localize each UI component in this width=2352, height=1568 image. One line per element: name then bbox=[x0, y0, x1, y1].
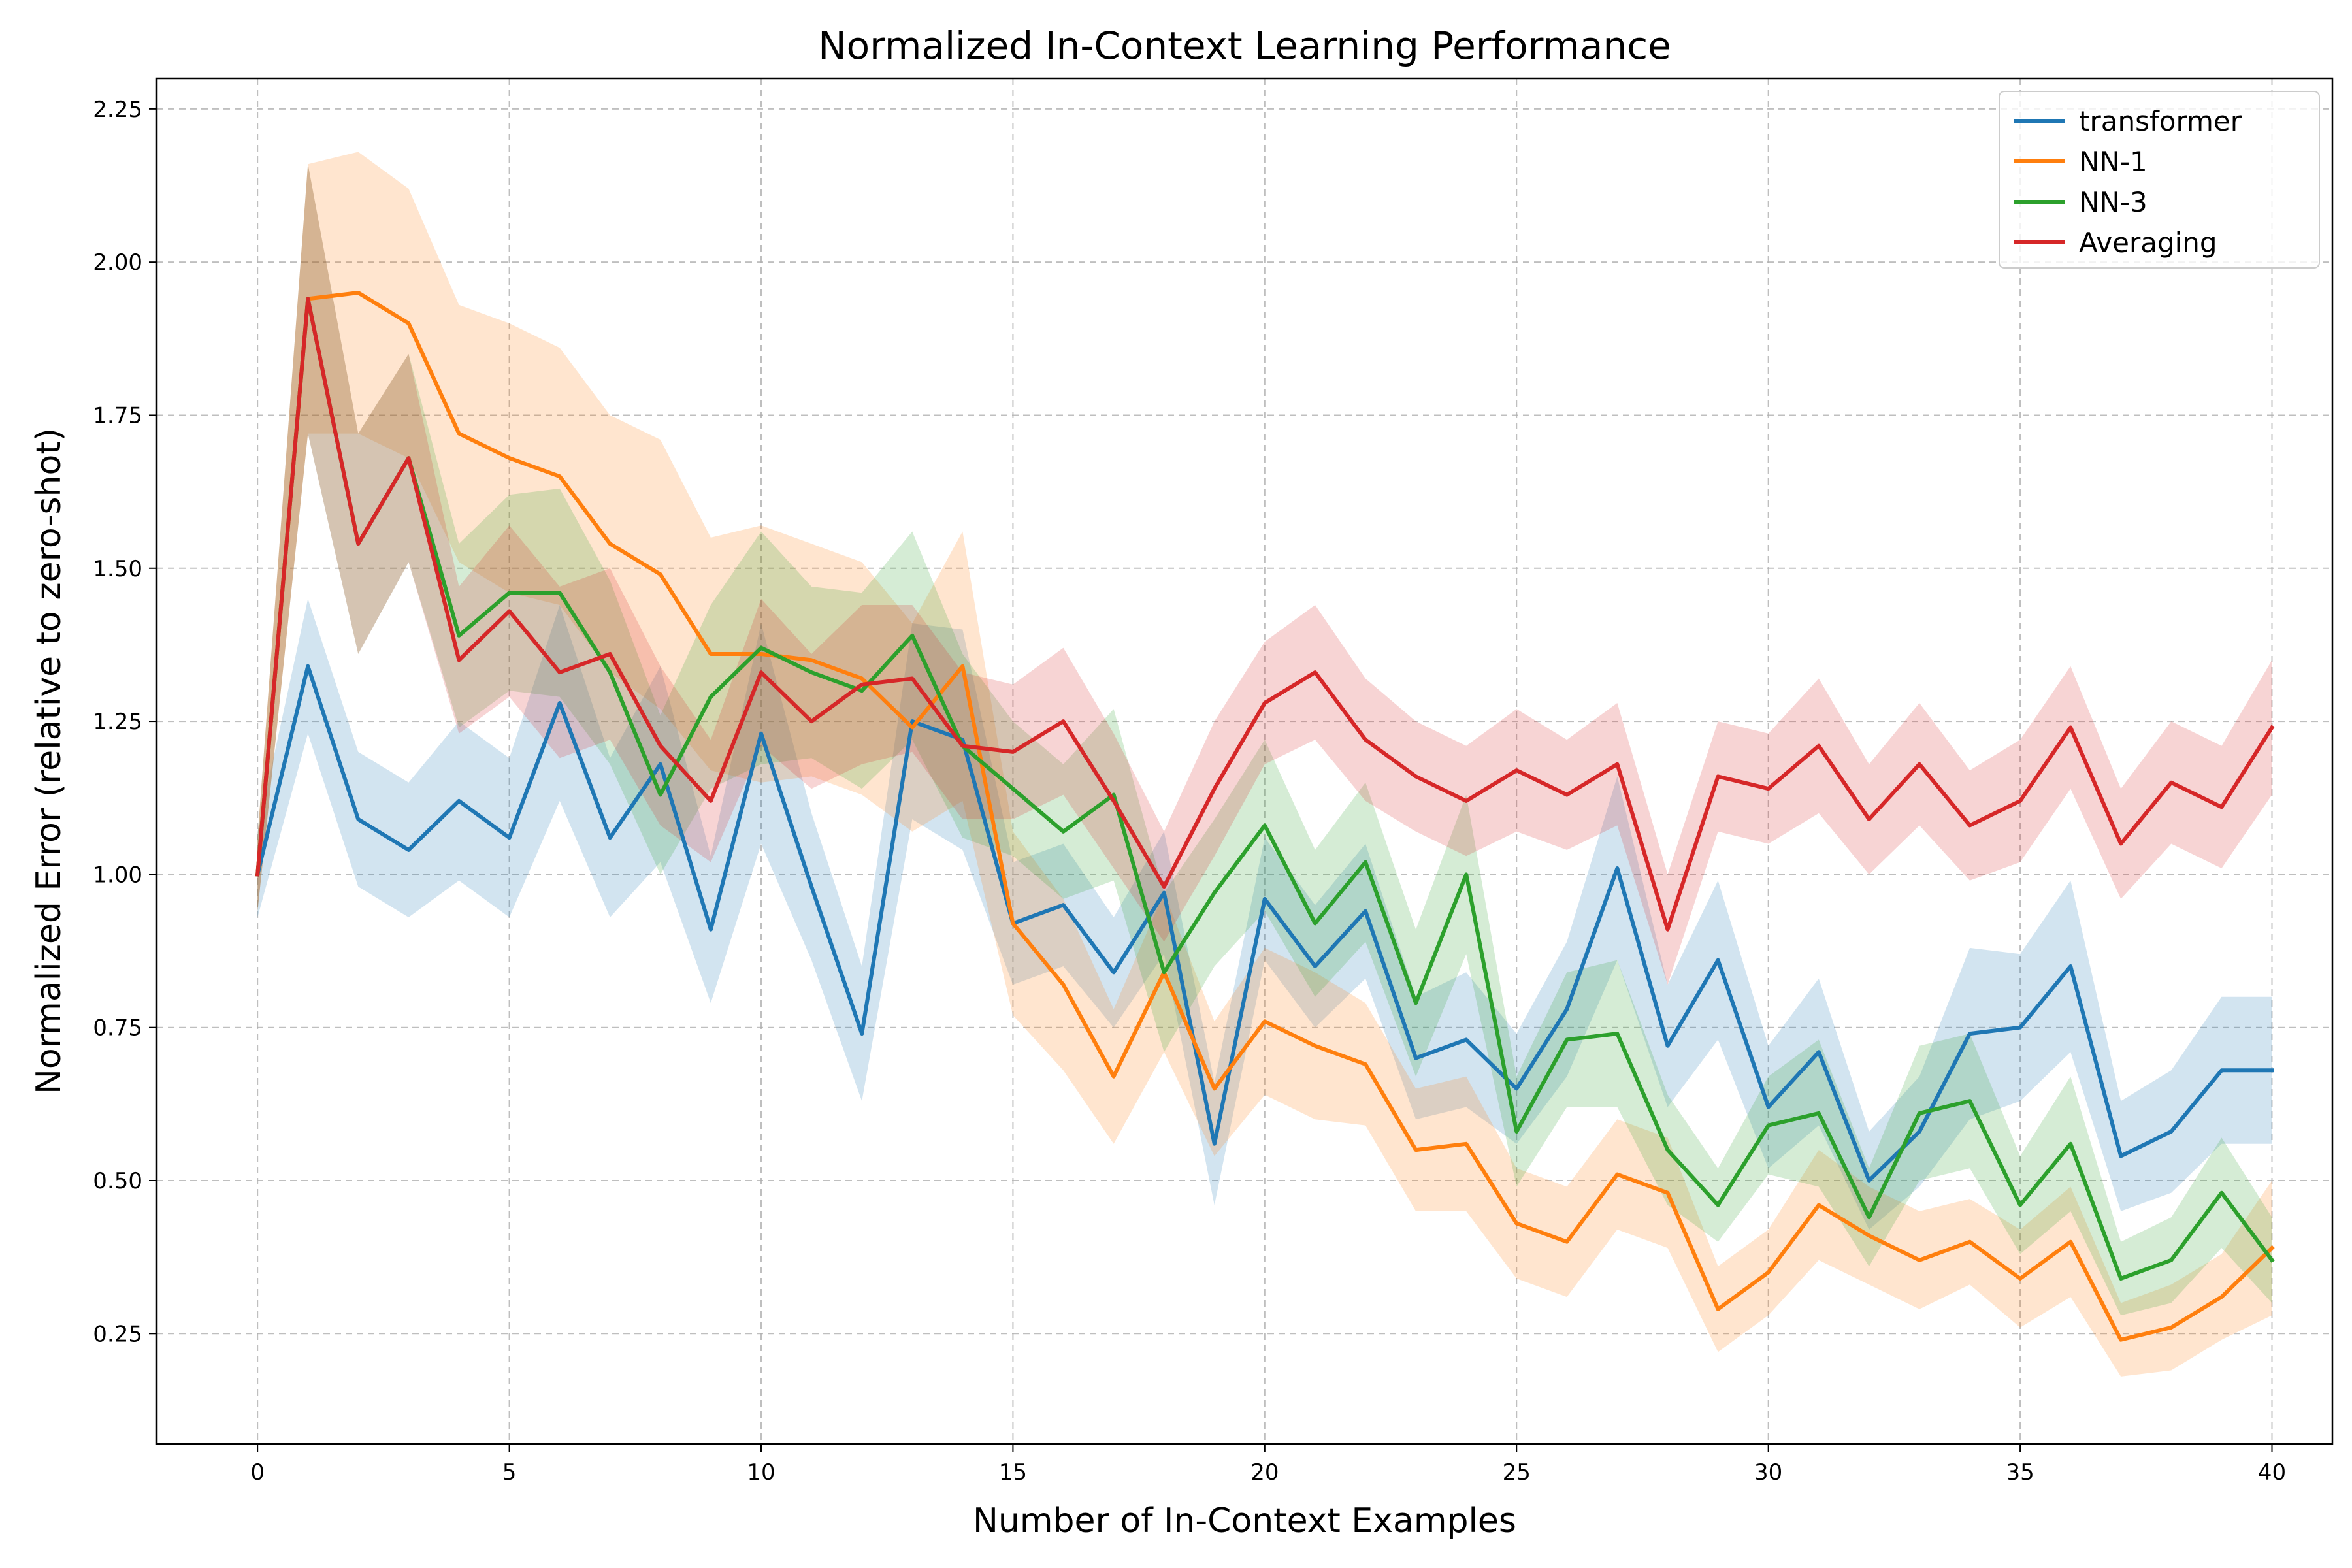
line-nn-1 bbox=[255, 291, 2275, 1342]
series-lines bbox=[255, 291, 2275, 1342]
y-tick-label: 0.75 bbox=[93, 1015, 142, 1041]
y-tick-label: 1.75 bbox=[93, 402, 142, 429]
band-nn-1 bbox=[257, 152, 2272, 1377]
x-tick-label: 20 bbox=[1250, 1460, 1279, 1486]
x-axis-label: Number of In-Context Examples bbox=[973, 1501, 1516, 1541]
x-tick-label: 30 bbox=[1754, 1460, 1782, 1486]
y-axis-ticks: 0.25 0.50 0.75 1.00 1.25 1.50 1.75 2.00 2.25 bbox=[93, 97, 157, 1347]
confidence-bands bbox=[257, 152, 2272, 1377]
x-axis-ticks: 0 5 10 15 20 25 30 35 40 bbox=[250, 1444, 2286, 1486]
band-averaging bbox=[257, 164, 2272, 985]
band-nn-3 bbox=[257, 164, 2272, 1316]
y-tick-label: 1.00 bbox=[93, 862, 142, 888]
legend-box bbox=[1999, 91, 2320, 269]
y-tick-label: 2.25 bbox=[93, 97, 142, 123]
y-tick-label: 1.50 bbox=[93, 556, 142, 582]
x-tick-label: 15 bbox=[999, 1460, 1027, 1486]
grid-lines bbox=[157, 78, 2332, 1444]
line-nn-3 bbox=[255, 297, 2275, 1281]
line-transformer bbox=[255, 664, 2274, 1183]
x-tick-label: 35 bbox=[2006, 1460, 2034, 1486]
y-tick-label: 0.25 bbox=[93, 1321, 142, 1347]
chart-title: Normalized In-Context Learning Performan… bbox=[818, 24, 1671, 68]
legend-label-nn-3: NN-3 bbox=[2079, 186, 2148, 218]
x-tick-label: 5 bbox=[502, 1460, 517, 1486]
y-axis-label: Normalized Error (relative to zero-shot) bbox=[29, 428, 69, 1094]
legend: transformer NN-1 NN-3 Averaging bbox=[1999, 91, 2320, 269]
x-tick-label: 10 bbox=[747, 1460, 775, 1486]
y-tick-label: 1.25 bbox=[93, 709, 142, 735]
y-tick-label: 0.50 bbox=[93, 1168, 142, 1194]
plot-frame bbox=[155, 77, 2334, 1445]
band-transformer bbox=[257, 598, 2272, 1230]
x-tick-label: 40 bbox=[2258, 1460, 2286, 1486]
legend-label-nn-1: NN-1 bbox=[2079, 146, 2148, 178]
y-tick-label: 2.00 bbox=[93, 250, 142, 276]
x-tick-label: 25 bbox=[1503, 1460, 1531, 1486]
line-averaging bbox=[255, 297, 2275, 932]
legend-label-averaging: Averaging bbox=[2079, 227, 2217, 259]
legend-label-transformer: transformer bbox=[2079, 105, 2242, 137]
x-tick-label: 0 bbox=[250, 1460, 265, 1486]
